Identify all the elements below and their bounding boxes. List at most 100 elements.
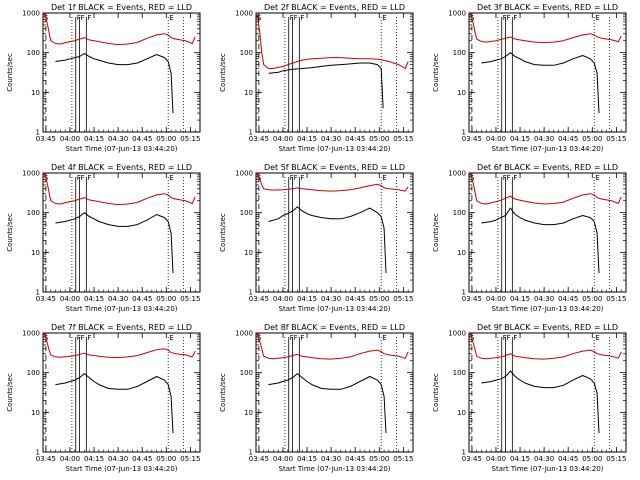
- y-tick-label: 1: [462, 129, 466, 137]
- y-tick-label: 100: [27, 369, 40, 377]
- y-tick-label: 1000: [235, 10, 253, 18]
- time-marker-label: F: [513, 14, 517, 22]
- time-marker-label: F: [294, 174, 298, 182]
- panel-det-3: Det 3f BLACK = Events, RED = LLD 1 10 100 10…: [432, 3, 627, 153]
- x-tick-label: 05:00: [369, 135, 389, 143]
- y-tick-label: 10: [457, 89, 466, 97]
- x-tick-label: 05:15: [606, 135, 626, 143]
- panel-title: Det 7f BLACK = Events, RED = LLD: [51, 323, 192, 332]
- x-tick-label: 05:15: [393, 455, 413, 463]
- x-tick-label: 05:15: [393, 135, 413, 143]
- x-tick-label: 04:00: [486, 455, 506, 463]
- panel-title: Det 1f BLACK = Events, RED = LLD: [51, 3, 192, 12]
- x-tick-label: 03:45: [36, 295, 56, 303]
- x-tick-label: 04:30: [534, 295, 554, 303]
- time-marker-label: F: [503, 14, 507, 22]
- series-line-lld: [468, 12, 622, 43]
- time-marker-label: F: [503, 174, 507, 182]
- y-axis-label: Counts/sec: [6, 373, 14, 412]
- y-tick-label: 1: [462, 289, 466, 297]
- y-axis-label: Counts/sec: [219, 213, 227, 252]
- x-tick-label: 04:45: [558, 295, 578, 303]
- y-tick-label: 10: [244, 89, 253, 97]
- x-tick-label: 04:00: [486, 295, 506, 303]
- x-tick-label: 05:00: [156, 135, 176, 143]
- x-axis-label: Start Time (07-Jun-13 03:44:20): [492, 305, 604, 313]
- time-marker-label: F: [513, 334, 517, 342]
- time-marker-label: F: [300, 14, 304, 22]
- y-tick-label: 100: [240, 49, 253, 57]
- y-tick-label: 1: [462, 449, 466, 457]
- y-tick-label: 1: [249, 129, 253, 137]
- y-axis-label: Counts/sec: [432, 213, 440, 252]
- y-axis-label: Counts/sec: [432, 373, 440, 412]
- time-marker-label: F: [507, 334, 511, 342]
- time-marker-label: F: [300, 334, 304, 342]
- y-tick-label: 1000: [22, 170, 40, 178]
- x-tick-label: 04:45: [132, 135, 152, 143]
- time-marker-label: E: [595, 174, 599, 182]
- x-tick-label: 03:45: [36, 135, 56, 143]
- y-tick-label: 1000: [235, 170, 253, 178]
- x-tick-label: 03:45: [249, 135, 269, 143]
- x-axis-label: Start Time (07-Jun-13 03:44:20): [279, 145, 391, 153]
- panel-title: Det 4f BLACK = Events, RED = LLD: [51, 163, 192, 172]
- x-tick-label: 04:45: [558, 455, 578, 463]
- panel-det-2: Det 2f BLACK = Events, RED = LLD 1 10 100 10…: [219, 3, 414, 153]
- y-axis-label: Counts/sec: [219, 53, 227, 92]
- plot-frame: [255, 332, 414, 453]
- x-tick-label: 03:45: [36, 455, 56, 463]
- panel-title: Det 3f BLACK = Events, RED = LLD: [477, 3, 618, 12]
- x-tick-label: 04:45: [345, 295, 365, 303]
- time-marker-label: S: [257, 14, 262, 22]
- y-tick-label: 1000: [22, 330, 40, 338]
- series-line-events: [268, 373, 387, 434]
- x-tick-label: 05:15: [180, 455, 200, 463]
- x-tick-label: 05:15: [606, 295, 626, 303]
- x-tick-label: 04:30: [534, 455, 554, 463]
- plot-frame: [255, 12, 414, 133]
- panel-title: Det 8f BLACK = Events, RED = LLD: [264, 323, 405, 332]
- panel-det-6: Det 6f BLACK = Events, RED = LLD 1 10 100 10…: [432, 163, 627, 313]
- time-marker-label: F: [87, 334, 91, 342]
- time-marker-label: S: [44, 174, 49, 182]
- panel-title: Det 5f BLACK = Events, RED = LLD: [264, 163, 405, 172]
- panel-det-5: Det 5f BLACK = Events, RED = LLD 1 10 100 10…: [219, 163, 414, 313]
- x-tick-label: 04:45: [345, 135, 365, 143]
- x-tick-label: 04:45: [345, 455, 365, 463]
- time-marker-label: E: [595, 334, 599, 342]
- time-marker-label: S: [470, 14, 475, 22]
- panel-det-4: Det 4f BLACK = Events, RED = LLD 1 10 100 10…: [6, 163, 201, 313]
- time-marker-label: F: [77, 334, 81, 342]
- y-tick-label: 10: [31, 409, 40, 417]
- x-axis-label: Start Time (07-Jun-13 03:44:20): [279, 465, 391, 473]
- time-marker-label: F: [507, 174, 511, 182]
- x-tick-label: 04:15: [297, 455, 317, 463]
- series-line-lld: [42, 172, 196, 206]
- x-tick-label: 04:15: [510, 135, 530, 143]
- x-tick-label: 04:15: [297, 135, 317, 143]
- plot-frame: [42, 172, 201, 293]
- series-line-events: [268, 206, 387, 274]
- time-marker-label: F: [81, 334, 85, 342]
- y-tick-label: 10: [244, 409, 253, 417]
- time-marker-label: F: [81, 14, 85, 22]
- y-tick-label: 100: [240, 369, 253, 377]
- x-tick-label: 04:30: [321, 455, 341, 463]
- x-axis-label: Start Time (07-Jun-13 03:44:20): [492, 145, 604, 153]
- x-tick-label: 04:15: [510, 295, 530, 303]
- y-axis-label: Counts/sec: [6, 53, 14, 92]
- y-axis-label: Counts/sec: [219, 373, 227, 412]
- x-axis-label: Start Time (07-Jun-13 03:44:20): [66, 145, 178, 153]
- panel-title: Det 6f BLACK = Events, RED = LLD: [477, 163, 618, 172]
- y-tick-label: 10: [457, 249, 466, 257]
- y-tick-label: 1: [36, 449, 40, 457]
- time-marker-label: F: [81, 174, 85, 182]
- x-tick-label: 03:45: [462, 455, 482, 463]
- y-tick-label: 100: [453, 49, 466, 57]
- x-axis-label: Start Time (07-Jun-13 03:44:20): [66, 305, 178, 313]
- x-tick-label: 04:15: [84, 295, 104, 303]
- x-tick-label: 04:30: [321, 295, 341, 303]
- series-line-events: [481, 52, 600, 114]
